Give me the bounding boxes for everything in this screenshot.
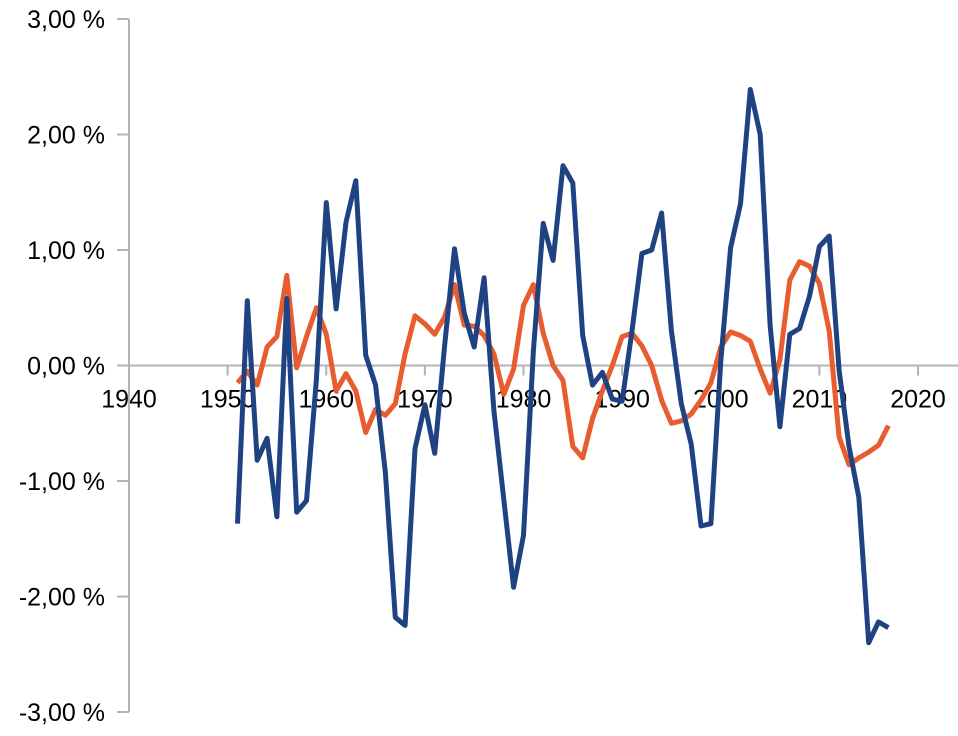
y-axis-ticks: 3,00 % 2,00 % 1,00 % 0,00 % -1,00 % -2,00 % -3… — [19, 6, 129, 727]
x-tick-label: 1960 — [298, 386, 354, 414]
x-axis-ticks: 1940 1950 1960 1970 1980 1990 2000 2010 2020 — [101, 365, 946, 414]
series-group — [235, 87, 891, 646]
x-tick-label: 1950 — [200, 386, 256, 414]
y-tick-label: 0,00 % — [27, 353, 105, 381]
y-tick-label: 3,00 % — [27, 6, 105, 34]
series-line-1 — [235, 259, 891, 468]
y-tick-label: -1,00 % — [19, 468, 105, 496]
x-tick-label: 2020 — [890, 386, 946, 414]
y-tick-label: -2,00 % — [19, 584, 105, 612]
y-tick-label: -3,00 % — [19, 699, 105, 727]
y-tick-label: 2,00 % — [27, 122, 105, 150]
y-tick-label: 1,00 % — [27, 237, 105, 265]
series-line-2 — [235, 87, 890, 646]
